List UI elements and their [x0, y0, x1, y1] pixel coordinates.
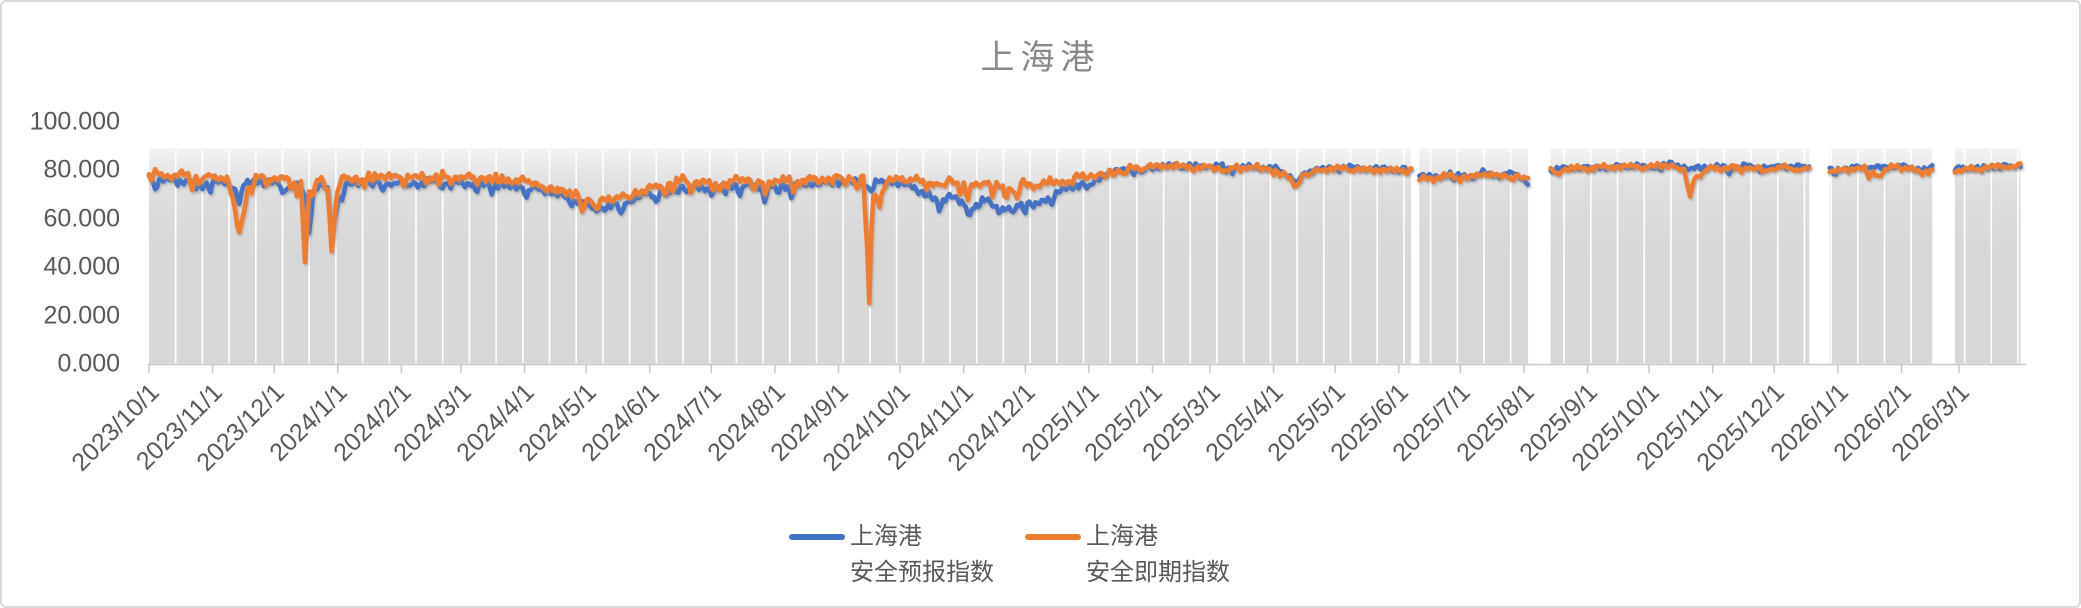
y-axis-tick-label: 20.000	[43, 301, 120, 330]
series-line-spot	[146, 160, 2023, 306]
y-axis-tick-label: 100.000	[29, 107, 120, 136]
legend-label-line1: 上海港	[850, 523, 922, 550]
y-axis-tick-label: 40.000	[43, 252, 120, 281]
legend-item-forecast[interactable]: 上海港 安全预报指数	[789, 519, 994, 591]
legend-label-line2: 安全预报指数	[850, 559, 994, 586]
data-area-band	[1954, 148, 2021, 364]
legend-line-swatch-orange	[1025, 534, 1081, 540]
y-axis-tick-label: 0.000	[57, 349, 120, 378]
y-axis-tick-label: 60.000	[43, 204, 120, 233]
chart-title: 上海港	[980, 39, 1101, 77]
legend-item-spot[interactable]: 上海港 安全即期指数	[1025, 519, 1230, 591]
y-axis-tick-label: 80.000	[43, 155, 120, 184]
legend-label-line1: 上海港	[1086, 523, 1158, 550]
legend-line-swatch-blue	[789, 534, 845, 540]
legend-label-line2: 安全即期指数	[1086, 559, 1230, 586]
data-area-band	[1829, 148, 1933, 364]
data-area-band	[1550, 148, 1810, 364]
